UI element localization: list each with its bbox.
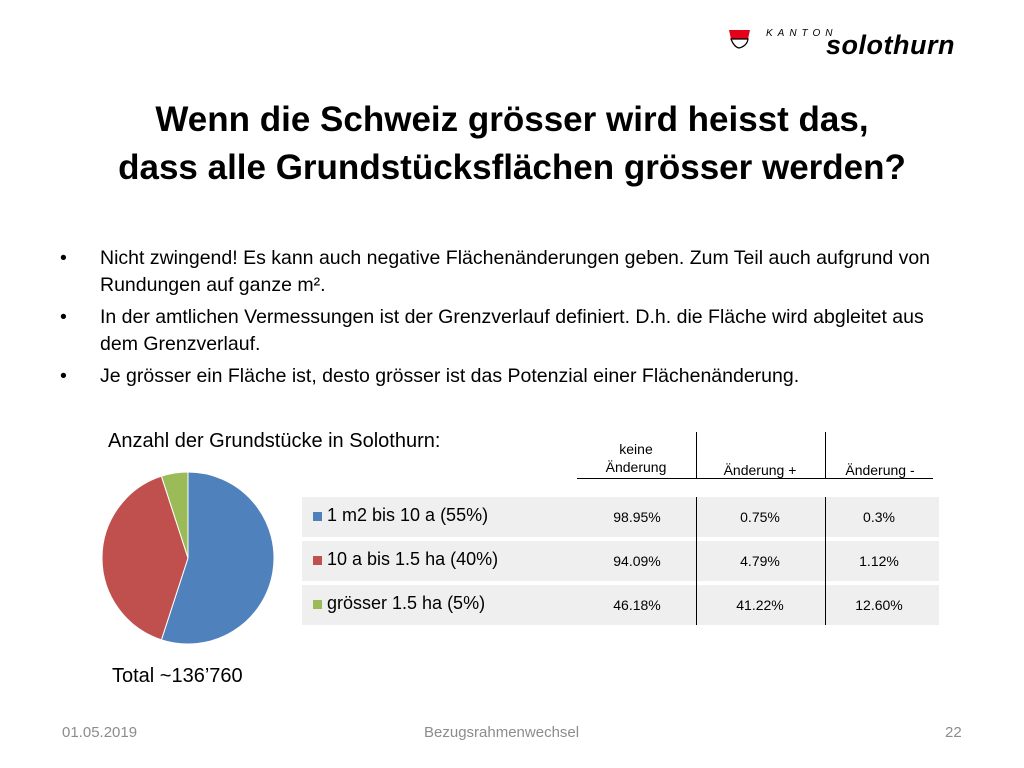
kanton-flag-icon <box>729 30 750 49</box>
table-cell: 98.95% <box>613 509 661 525</box>
header-divider <box>696 432 697 478</box>
bullet-text: Nicht zwingend! Es kann auch negative Fl… <box>100 247 931 296</box>
total-count: Total ~136’760 <box>112 665 243 687</box>
legend-label: 10 a bis 1.5 ha (40%) <box>327 549 499 569</box>
table-cell: 0.3% <box>863 509 895 525</box>
header-divider <box>825 432 826 478</box>
column-header-keine-aenderung: keine Änderung <box>605 441 667 475</box>
table-row: grösser 1.5 ha (5%) 46.18% 41.22% 12.60% <box>302 585 939 625</box>
bullet-item: • Nicht zwingend! Es kann auch negative … <box>58 245 958 299</box>
table-row: 10 a bis 1.5 ha (40%) 94.09% 4.79% 1.12% <box>302 541 939 581</box>
slide-title: Wenn die Schweiz grösser wird heisst das… <box>40 96 984 192</box>
logo-kanton-text: KANTON <box>766 28 838 39</box>
bullet-list: • Nicht zwingend! Es kann auch negative … <box>58 245 958 395</box>
bullet-marker: • <box>60 365 67 387</box>
footer-presentation-title: Bezugsrahmenwechsel <box>424 724 580 741</box>
footer-date: 01.05.2019 <box>62 724 138 741</box>
table-cell: 46.18% <box>613 597 661 613</box>
slide-title-line-2: dass alle Grundstücksflächen grösser wer… <box>118 148 906 187</box>
legend-swatch <box>313 556 322 565</box>
column-divider <box>825 497 826 625</box>
kanton-solothurn-logo: KANTON solothurn <box>728 26 978 62</box>
column-divider <box>696 497 697 625</box>
bullet-item: • In der amtlichen Vermessungen ist der … <box>58 304 958 358</box>
legend-swatch <box>313 512 322 521</box>
table-row: 1 m2 bis 10 a (55%) 98.95% 0.75% 0.3% <box>302 497 939 537</box>
pie-slice <box>101 475 189 641</box>
header-underline <box>577 478 933 479</box>
pie-slice <box>160 471 275 645</box>
pie-slice <box>160 471 189 559</box>
table-cell: 41.22% <box>736 597 784 613</box>
bullet-marker: • <box>60 247 67 269</box>
bullet-item: • Je grösser ein Fläche ist, desto gröss… <box>58 363 958 390</box>
table-cell: 0.75% <box>740 509 780 525</box>
bullet-text: Je grösser ein Fläche ist, desto grösser… <box>100 365 800 387</box>
bullet-marker: • <box>60 306 67 328</box>
table-cell: 12.60% <box>855 597 903 613</box>
slide-title-line-1: Wenn die Schweiz grösser wird heisst das… <box>155 100 869 139</box>
table-cell: 4.79% <box>740 553 780 569</box>
column-header-aenderung-minus: Änderung - <box>845 462 915 478</box>
logo-solothurn-text: solothurn <box>826 30 955 60</box>
chart-title: Anzahl der Grundstücke in Solothurn: <box>108 430 441 452</box>
legend-label: grösser 1.5 ha (5%) <box>327 593 486 613</box>
footer-page-number: 22 <box>945 724 962 741</box>
bullet-text: In der amtlichen Vermessungen ist der Gr… <box>100 306 924 355</box>
legend-swatch <box>313 600 322 609</box>
legend-label: 1 m2 bis 10 a (55%) <box>327 505 489 525</box>
pie-chart <box>101 471 275 645</box>
table-cell: 94.09% <box>613 553 661 569</box>
table-cell: 1.12% <box>859 553 899 569</box>
column-header-aenderung-plus: Änderung + <box>723 462 797 478</box>
